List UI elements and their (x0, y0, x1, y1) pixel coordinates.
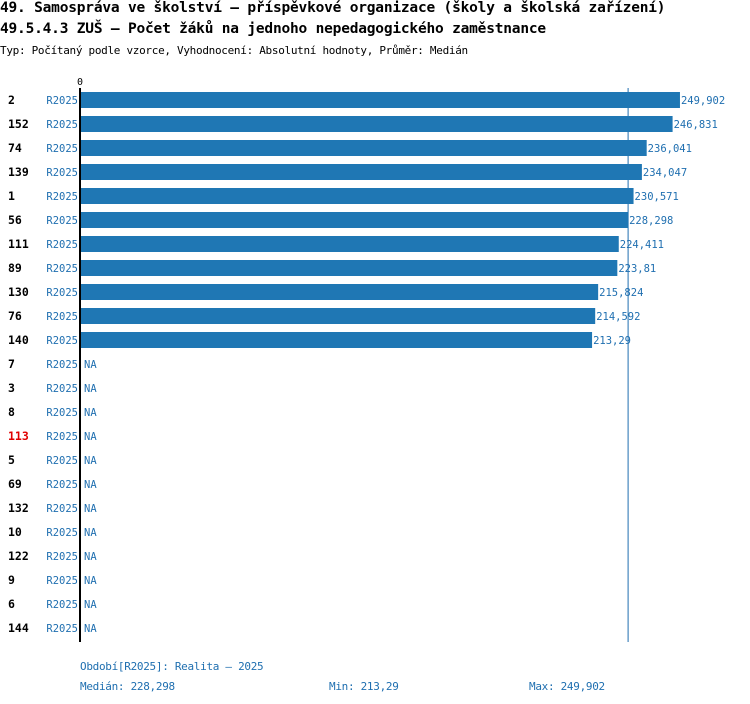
value-label-na: NA (84, 479, 97, 491)
series-label: R2025 (46, 479, 78, 491)
series-label: R2025 (46, 143, 78, 155)
bar (80, 332, 593, 348)
series-label: R2025 (46, 287, 78, 299)
bar (80, 116, 673, 132)
chart-subtitle-indicator: 49.5.4.3 ZUŠ – Počet žáků na jednoho nep… (0, 21, 546, 37)
series-label: R2025 (46, 119, 78, 131)
row-id-label: 3 (8, 381, 15, 395)
row-id-label: 152 (8, 117, 29, 131)
row-id-label: 122 (8, 549, 29, 563)
value-label-na: NA (84, 623, 97, 635)
row-id-label: 76 (8, 309, 22, 323)
footer-min: Min: 213,29 (329, 680, 399, 693)
row-id-label: 7 (8, 357, 15, 371)
bar (80, 308, 596, 324)
value-label: 230,571 (635, 191, 679, 203)
row-id-label: 8 (8, 405, 15, 419)
row-id-label: 130 (8, 285, 29, 299)
series-label: R2025 (46, 503, 78, 515)
value-label: 215,824 (599, 287, 643, 299)
axis-zero-label: 0 (77, 77, 83, 88)
row-id-label: 9 (8, 573, 15, 587)
value-label-na: NA (84, 455, 97, 467)
value-label: 246,831 (674, 119, 718, 131)
value-label: 224,411 (620, 239, 664, 251)
value-label-na: NA (84, 599, 97, 611)
footer-max: Max: 249,902 (529, 680, 605, 693)
series-label: R2025 (46, 455, 78, 467)
row-id-label: 1 (8, 189, 15, 203)
chart-type-note: Typ: Počítaný podle vzorce, Vyhodnocení:… (0, 44, 468, 57)
series-label: R2025 (46, 215, 78, 227)
value-label: 236,041 (648, 143, 692, 155)
row-id-label: 5 (8, 453, 15, 467)
series-label: R2025 (46, 575, 78, 587)
series-label: R2025 (46, 191, 78, 203)
series-label: R2025 (46, 623, 78, 635)
bar (80, 164, 642, 180)
row-id-label: 140 (8, 333, 29, 347)
value-label-na: NA (84, 575, 97, 587)
row-id-label: 139 (8, 165, 29, 179)
value-label-na: NA (84, 527, 97, 539)
series-label: R2025 (46, 95, 78, 107)
row-id-label: 132 (8, 501, 29, 515)
value-label: 249,902 (681, 95, 725, 107)
series-label: R2025 (46, 167, 78, 179)
value-label-na: NA (84, 503, 97, 515)
row-id-label: 111 (8, 237, 29, 251)
row-id-label: 56 (8, 213, 22, 227)
bar (80, 188, 634, 204)
row-id-label: 74 (8, 141, 22, 155)
row-id-label: 69 (8, 477, 22, 491)
value-label-na: NA (84, 383, 97, 395)
row-id-label: 6 (8, 597, 15, 611)
bar (80, 260, 618, 276)
row-id-label: 89 (8, 261, 22, 275)
bar (80, 236, 619, 252)
bar (80, 140, 647, 156)
value-label: 228,298 (629, 215, 673, 227)
series-label: R2025 (46, 311, 78, 323)
value-label-na: NA (84, 431, 97, 443)
value-label: 223,81 (618, 263, 656, 275)
series-label: R2025 (46, 551, 78, 563)
footer-period: Období[R2025]: Realita – 2025 (80, 660, 264, 673)
series-label: R2025 (46, 239, 78, 251)
chart-title: 49. Samospráva ve školství – příspěvkové… (0, 0, 666, 16)
series-label: R2025 (46, 335, 78, 347)
bar-chart: 0 2 R2025 249,902 152 R2025 246,831 74 R2025 236,… (8, 77, 725, 642)
series-label: R2025 (46, 407, 78, 419)
series-label: R2025 (46, 527, 78, 539)
row-id-label: 113 (8, 429, 29, 443)
footer-median: Medián: 228,298 (80, 680, 175, 693)
value-label: 214,592 (596, 311, 640, 323)
series-label: R2025 (46, 263, 78, 275)
bar (80, 92, 680, 108)
bar (80, 212, 629, 228)
value-label-na: NA (84, 551, 97, 563)
bar (80, 284, 599, 300)
series-label: R2025 (46, 599, 78, 611)
series-label: R2025 (46, 383, 78, 395)
row-id-label: 144 (8, 621, 29, 635)
value-label-na: NA (84, 359, 97, 371)
value-label: 213,29 (593, 335, 631, 347)
value-label-na: NA (84, 407, 97, 419)
series-label: R2025 (46, 359, 78, 371)
value-label: 234,047 (643, 167, 687, 179)
series-label: R2025 (46, 431, 78, 443)
row-id-label: 10 (8, 525, 22, 539)
row-id-label: 2 (8, 93, 15, 107)
